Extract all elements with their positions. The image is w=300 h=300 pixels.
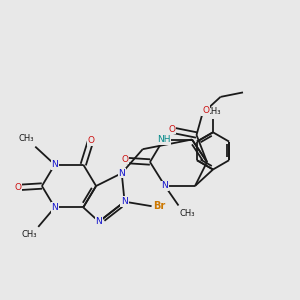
Text: N: N [162, 182, 168, 190]
Text: N: N [118, 169, 125, 178]
Text: N: N [95, 217, 102, 226]
Text: CH₃: CH₃ [18, 134, 34, 143]
Text: O: O [122, 154, 129, 164]
Text: N: N [51, 160, 58, 169]
Text: NH: NH [157, 135, 170, 144]
Text: O: O [168, 124, 175, 134]
Text: O: O [202, 106, 209, 115]
Text: CH₃: CH₃ [205, 107, 221, 116]
Text: N: N [51, 203, 58, 212]
Text: CH₃: CH₃ [180, 209, 196, 218]
Text: Br: Br [153, 201, 165, 211]
Text: O: O [87, 136, 94, 145]
Text: CH₃: CH₃ [21, 230, 37, 239]
Text: O: O [14, 183, 21, 192]
Text: N: N [121, 197, 128, 206]
